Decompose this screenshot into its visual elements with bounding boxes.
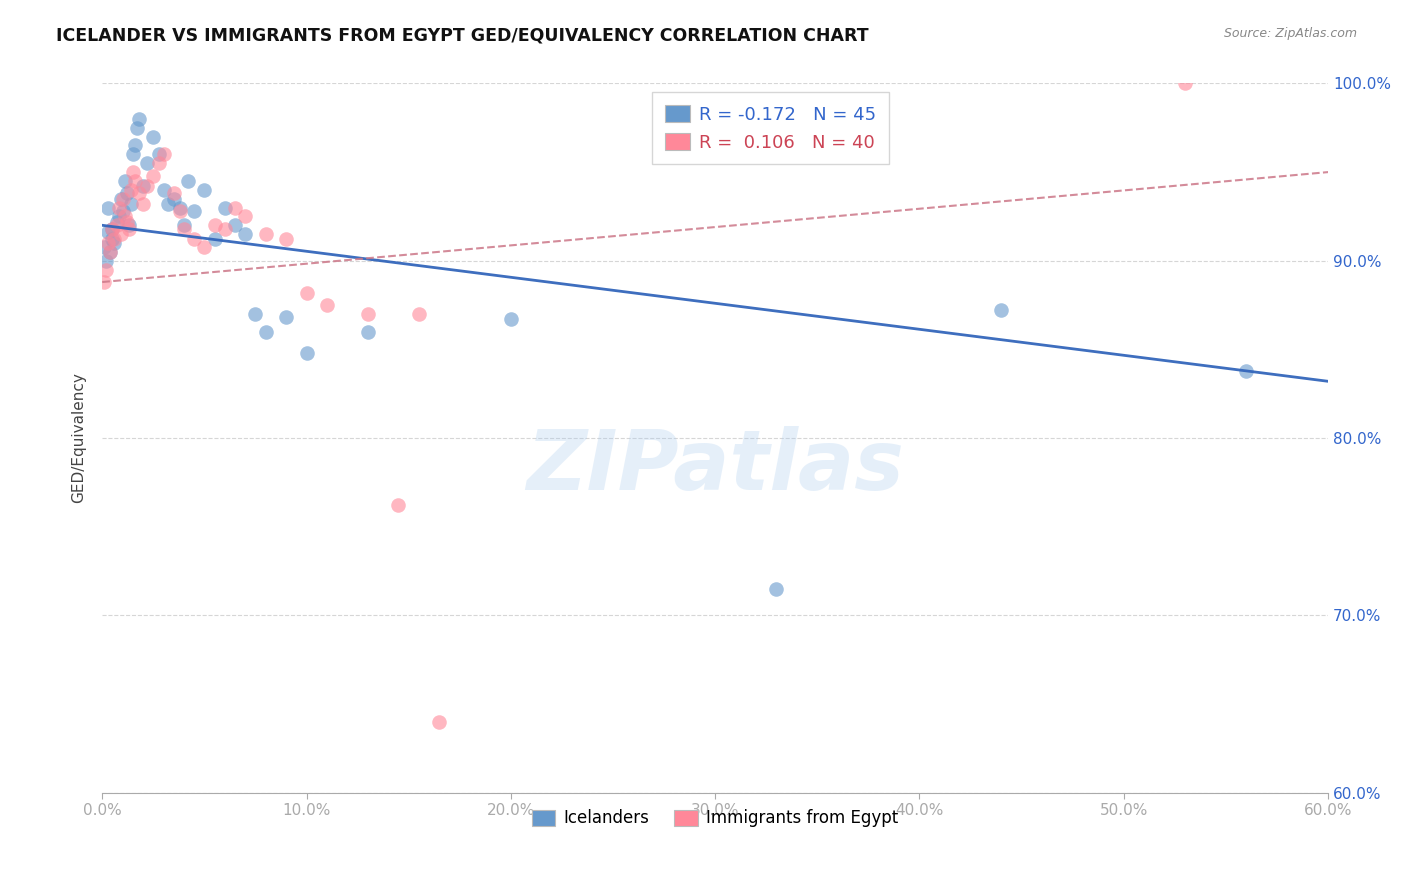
Point [128,186,150,201]
Point [110,192,132,206]
Y-axis label: GED/Equivalency: GED/Equivalency [72,373,86,503]
Point [387,499,409,513]
Point [101,222,124,236]
Point [357,325,380,339]
Point [101,222,124,236]
Point [193,239,215,253]
Point [115,186,138,201]
Point [118,222,141,236]
Point [274,310,297,325]
Point [124,138,146,153]
Point [274,232,297,246]
Point [125,120,148,135]
Point [214,222,236,236]
Point [254,325,277,339]
Text: ZIPatlas: ZIPatlas [526,425,904,507]
Point [124,174,146,188]
Point [103,235,125,250]
Point [128,112,150,126]
Point [245,307,267,321]
Point [97,235,120,250]
Point [357,307,380,321]
Text: Source: ZipAtlas.com: Source: ZipAtlas.com [1223,27,1357,40]
Point [111,192,134,206]
Point [295,346,318,360]
Point [1234,364,1257,378]
Point [152,183,174,197]
Point [107,210,129,224]
Point [295,285,318,300]
Point [97,201,120,215]
Point [114,174,136,188]
Point [169,201,191,215]
Point [136,179,159,194]
Point [148,147,170,161]
Point [105,219,128,233]
Point [177,174,200,188]
Point [132,197,155,211]
Point [120,183,142,197]
Point [765,582,787,596]
Point [101,232,124,246]
Point [96,262,118,277]
Point [132,179,155,194]
Point [193,183,215,197]
Point [499,312,522,326]
Point [163,192,186,206]
Point [183,204,205,219]
Point [142,129,165,144]
Point [316,298,339,312]
Point [105,215,128,229]
Point [163,186,186,201]
Point [156,197,179,211]
Point [118,219,141,233]
Legend: Icelanders, Immigrants from Egypt: Icelanders, Immigrants from Egypt [526,803,905,834]
Point [233,227,256,241]
Point [111,204,134,219]
Point [136,156,159,170]
Point [103,232,125,246]
Point [96,253,118,268]
Point [121,165,143,179]
Point [100,244,122,259]
Point [224,219,246,233]
Point [148,156,170,170]
Point [93,239,115,253]
Point [142,169,165,183]
Point [107,201,129,215]
Point [990,303,1012,318]
Point [224,201,246,215]
Point [183,232,205,246]
Point [114,210,136,224]
Point [233,210,256,224]
Point [120,197,142,211]
Point [408,307,430,321]
Point [214,201,236,215]
Point [173,222,195,236]
Point [204,232,226,246]
Point [254,227,277,241]
Point [100,244,122,259]
Point [1174,77,1197,91]
Point [110,227,132,241]
Point [152,147,174,161]
Point [169,204,191,219]
Point [121,147,143,161]
Point [204,219,226,233]
Point [115,215,138,229]
Point [97,226,120,240]
Text: ICELANDER VS IMMIGRANTS FROM EGYPT GED/EQUIVALENCY CORRELATION CHART: ICELANDER VS IMMIGRANTS FROM EGYPT GED/E… [56,27,869,45]
Point [173,219,195,233]
Point [427,714,450,729]
Point [93,275,115,289]
